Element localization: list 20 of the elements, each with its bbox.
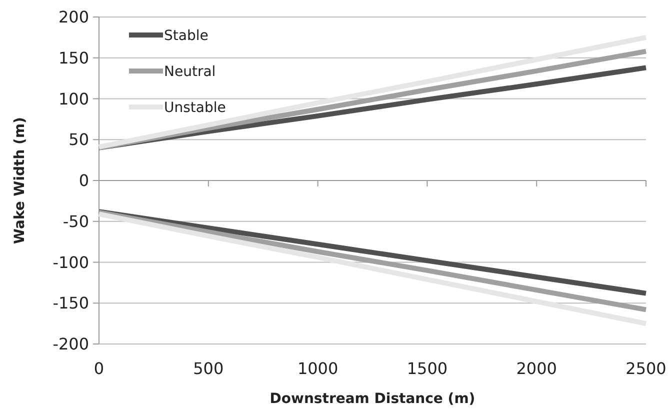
- legend-label: Unstable: [164, 100, 226, 116]
- x-tick-label: 1500: [406, 359, 448, 378]
- x-axis-title: Downstream Distance (m): [270, 391, 476, 407]
- y-tick-label: 0: [78, 171, 89, 190]
- y-tick-label: 150: [58, 48, 89, 68]
- legend-label: Neutral: [164, 64, 216, 80]
- x-tick-label: 1000: [297, 359, 338, 378]
- y-tick-label: 200: [58, 8, 89, 27]
- x-tick-label: 2500: [626, 359, 666, 378]
- y-tick-label: -100: [52, 252, 89, 272]
- y-tick-label: 100: [58, 89, 89, 108]
- y-axis-title: Wake Width (m): [12, 117, 28, 244]
- legend-label: Stable: [164, 28, 208, 44]
- y-tick-label: 50: [68, 130, 89, 150]
- y-tick-label: -150: [52, 294, 89, 313]
- x-tick-label: 0: [94, 359, 104, 378]
- x-tick-label: 2000: [516, 359, 557, 378]
- y-tick-label: -50: [62, 212, 89, 231]
- y-tick-label: -200: [52, 334, 89, 354]
- x-tick-label: 500: [193, 359, 224, 378]
